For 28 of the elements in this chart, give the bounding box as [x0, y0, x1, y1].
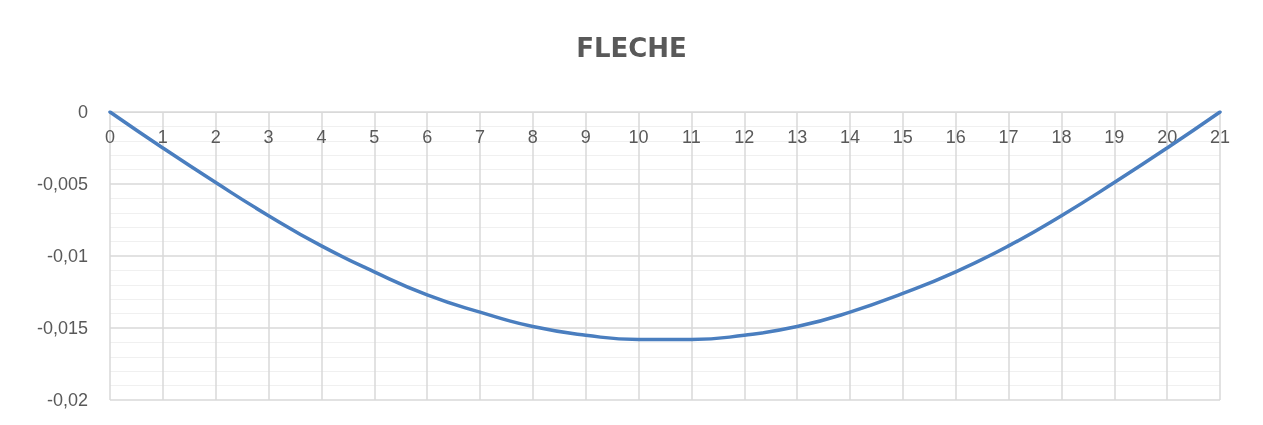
- chart-title: FLECHE: [576, 33, 687, 63]
- x-tick-label: 7: [474, 127, 486, 147]
- x-tick-label: 3: [263, 127, 274, 147]
- x-tick-label: 8: [527, 127, 538, 147]
- x-tick-label: 14: [839, 127, 861, 147]
- x-tick-label: 17: [998, 127, 1019, 147]
- x-tick-label: 9: [580, 127, 591, 147]
- x-tick-label: 20: [1157, 127, 1178, 147]
- x-tick-label: 2: [210, 127, 221, 147]
- x-tick-label: 18: [1051, 127, 1072, 147]
- x-tick-label: 15: [892, 127, 913, 147]
- x-tick-label: 6: [422, 127, 433, 147]
- x-tick-label: 0: [104, 127, 116, 147]
- y-tick-label: -0,005: [36, 174, 88, 194]
- x-tick-label: 11: [682, 127, 701, 147]
- x-tick-label: 19: [1104, 127, 1125, 147]
- x-tick-label: 21: [1209, 127, 1231, 147]
- x-tick-label: 12: [734, 127, 755, 147]
- x-tick-label: 5: [369, 127, 380, 147]
- x-tick-label: 13: [787, 127, 808, 147]
- y-tick-label: 0: [77, 102, 88, 122]
- x-tick-label: 16: [945, 127, 966, 147]
- y-tick-label: -0,01: [46, 246, 88, 266]
- x-tick-label: 1: [157, 127, 168, 147]
- x-tick-label: 10: [628, 127, 649, 147]
- x-tick-label: 4: [316, 127, 327, 147]
- y-tick-label: -0,015: [36, 318, 88, 338]
- y-tick-label: -0,02: [46, 390, 88, 410]
